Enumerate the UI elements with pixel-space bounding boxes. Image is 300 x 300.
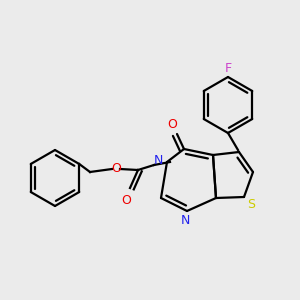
Text: O: O [167, 118, 177, 131]
Text: O: O [111, 161, 121, 175]
Text: N: N [180, 214, 190, 226]
Text: F: F [224, 61, 232, 74]
Text: O: O [121, 194, 131, 208]
Text: N: N [153, 154, 163, 166]
Text: S: S [247, 197, 255, 211]
